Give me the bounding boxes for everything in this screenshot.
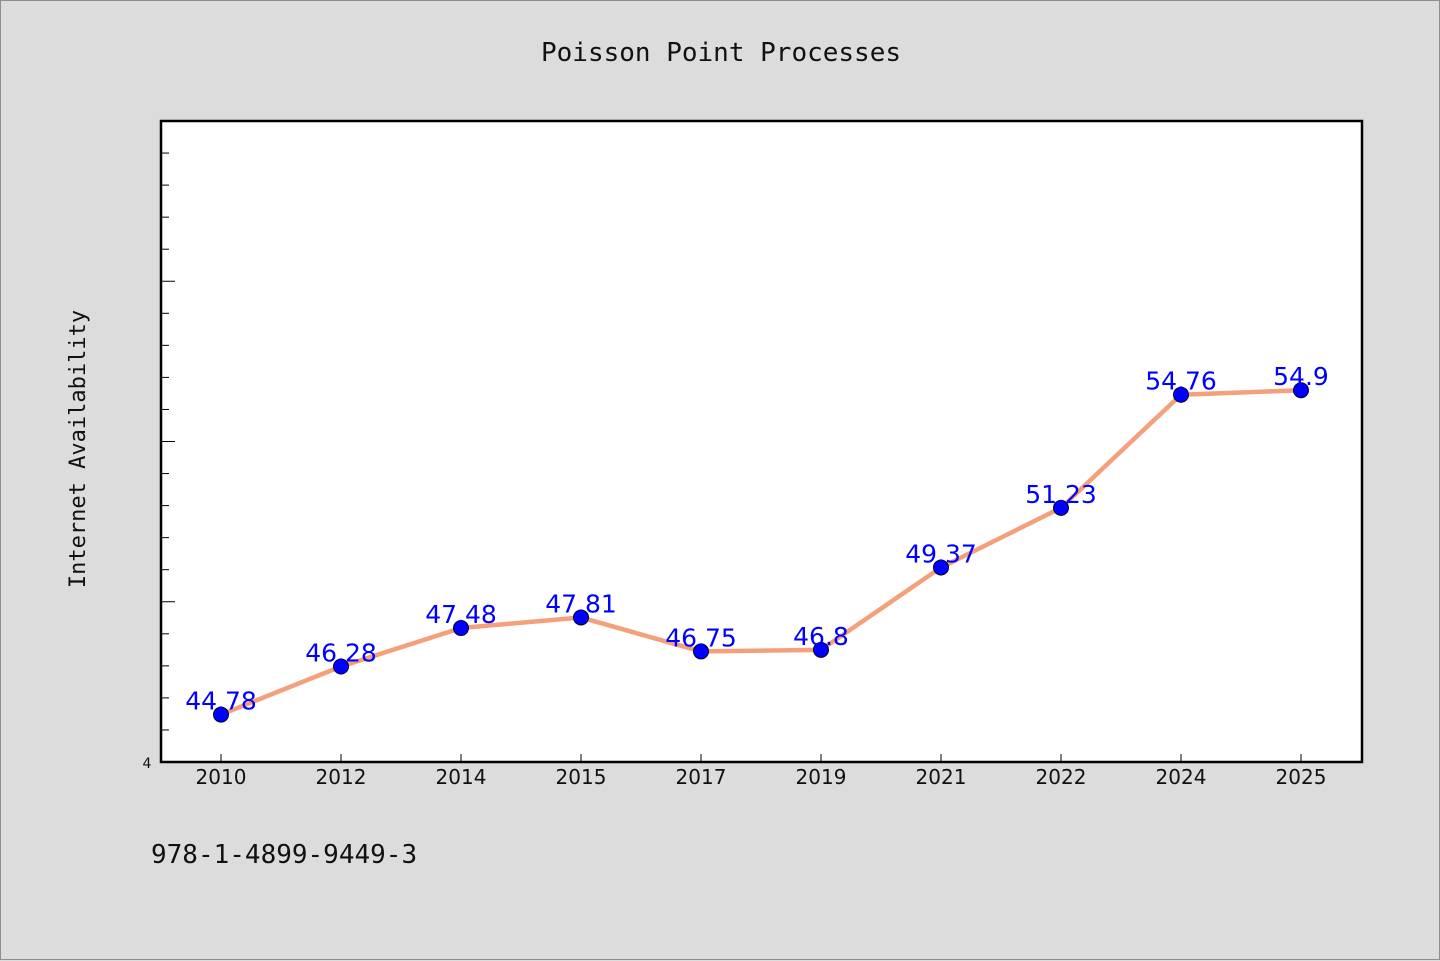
plot-area — [159, 119, 1364, 764]
isbn-text: 978-1-4899-9449-3 — [151, 840, 417, 870]
x-tick-label: 2025 — [1276, 765, 1327, 789]
data-point — [1173, 386, 1189, 403]
data-point — [813, 641, 829, 658]
x-tick-label: 2012 — [316, 765, 367, 789]
y-tick-label: 4 — [143, 756, 152, 772]
chart-title: Poisson Point Processes — [541, 38, 901, 68]
x-tick-label: 2022 — [1036, 765, 1087, 789]
data-point — [1293, 382, 1309, 399]
data-markers — [213, 382, 1309, 723]
y-axis-label: Internet Availability — [66, 310, 91, 588]
x-tick-label: 2024 — [1156, 765, 1207, 789]
x-axis-ticks: 2010 2012 2014 2015 2017 2019 2021 2022 2024 2025 — [196, 754, 1327, 789]
data-point — [453, 620, 469, 637]
y-axis-ticks — [161, 152, 175, 731]
x-tick-label: 2017 — [676, 765, 727, 789]
data-label: 54.9 — [1273, 362, 1329, 391]
data-point — [933, 559, 949, 576]
series-line-group — [218, 387, 1304, 717]
data-point — [333, 658, 349, 675]
x-tick-label: 2015 — [556, 765, 607, 789]
data-labels: 44.78 46.28 47.48 47.81 46.75 46.8 49.37 51.23 5… — [185, 362, 1329, 715]
data-label: 47.81 — [545, 589, 617, 618]
data-label: 44.78 — [185, 687, 257, 716]
data-label: 54.76 — [1145, 367, 1217, 396]
data-point — [1053, 499, 1069, 516]
data-label: 47.48 — [425, 600, 497, 629]
data-point — [213, 706, 229, 723]
data-point — [693, 643, 709, 660]
data-label: 46.28 — [305, 638, 377, 667]
series-line — [218, 387, 1304, 717]
data-label: 46.8 — [793, 622, 849, 651]
x-tick-label: 2021 — [916, 765, 967, 789]
x-tick-label: 2014 — [436, 765, 487, 789]
data-label: 49.37 — [905, 539, 977, 568]
data-label: 46.75 — [665, 623, 737, 652]
data-label: 51.23 — [1025, 480, 1097, 509]
data-point — [573, 609, 589, 626]
x-tick-label: 2019 — [796, 765, 847, 789]
x-tick-label: 2010 — [196, 765, 247, 789]
